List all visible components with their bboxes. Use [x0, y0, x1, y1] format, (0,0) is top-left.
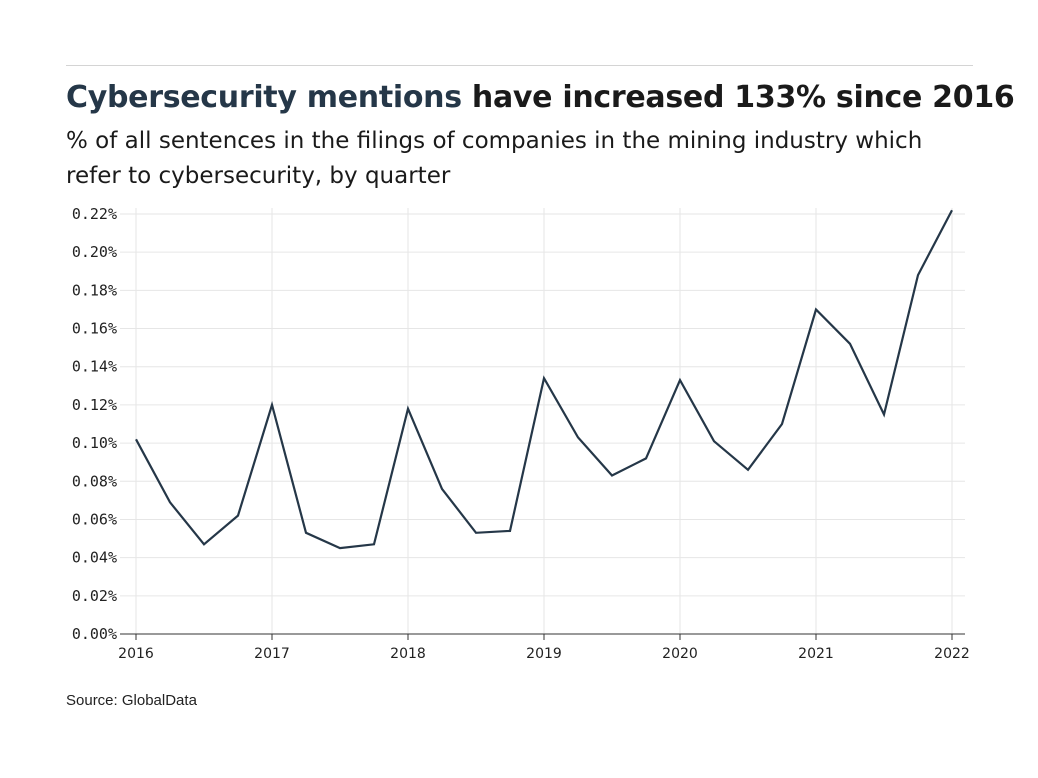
x-tick-label: 2018	[390, 646, 426, 662]
chart-grid	[120, 208, 965, 634]
x-axis: 2016 2017 2018 2019 2020 2021 2022	[118, 634, 970, 662]
y-tick-label: 0.06%	[72, 510, 117, 528]
y-tick-label: 0.08%	[72, 472, 117, 490]
y-tick-label: 0.22%	[72, 205, 117, 223]
y-tick-label: 0.16%	[72, 320, 117, 338]
top-rule	[66, 65, 973, 66]
x-tick-label: 2019	[526, 646, 562, 662]
x-tick-label: 2017	[254, 646, 290, 662]
y-tick-label: 0.02%	[72, 587, 117, 605]
x-tick-label: 2022	[934, 646, 970, 662]
chart-subtitle: % of all sentences in the filings of com…	[66, 128, 923, 189]
chart-title-rest: have increased 133% since 2016	[461, 80, 1015, 115]
x-tick-label: 2020	[662, 646, 698, 662]
y-tick-label: 0.10%	[72, 434, 117, 452]
chart-title: Cybersecurity mentions have increased 13…	[66, 80, 1015, 115]
y-tick-label: 0.18%	[72, 281, 117, 299]
chart-title-accent: Cybersecurity mentions	[66, 80, 462, 115]
y-tick-label: 0.14%	[72, 358, 117, 376]
y-tick-label: 0.04%	[72, 549, 117, 567]
y-axis: 0.00% 0.02% 0.04% 0.06% 0.08% 0.10% 0.12% 0.14%…	[72, 205, 117, 643]
y-tick-label: 0.00%	[72, 625, 117, 643]
y-tick-label: 0.12%	[72, 396, 117, 414]
x-tick-label: 2016	[118, 646, 154, 662]
x-tick-label: 2021	[798, 646, 834, 662]
y-tick-label: 0.20%	[72, 243, 117, 261]
series-line	[135, 209, 953, 550]
source-note: Source: GlobalData	[66, 692, 197, 709]
series	[135, 209, 953, 550]
